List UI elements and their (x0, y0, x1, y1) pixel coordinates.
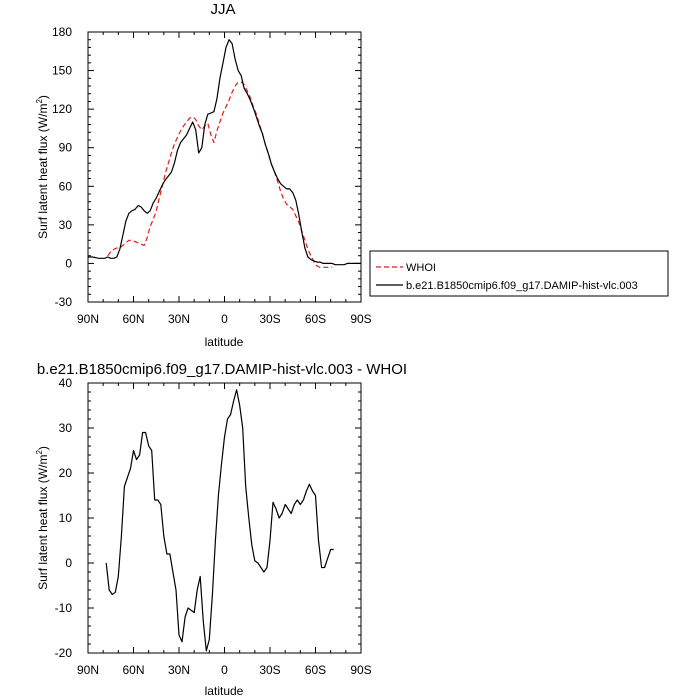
bottom-chart-title: b.e21.B1850cmip6.f09_g17.DAMIP-hist-vlc.… (37, 361, 407, 378)
bottom-x-tick-label: 90N (77, 663, 99, 677)
bottom-y-tick-label: 20 (59, 466, 73, 480)
bottom-x-tick-label: 60N (122, 663, 144, 677)
top-x-tick-label: 90N (77, 312, 99, 326)
bottom-axis-ticks (87, 382, 362, 654)
bottom-y-axis-label-close: ) (36, 446, 50, 450)
top-plot-frame (87, 31, 362, 303)
bottom-y-axis-label: Surf latent heat flux (W/m2) (35, 446, 50, 590)
top-series-lines (88, 39, 361, 268)
panel-top-chart: JJA 90N 60N 30N 0 30S 60S 90S -30 0 30 60 90 120 150… (35, 1, 669, 349)
bottom-series-line-model (105, 389, 334, 652)
top-chart-title: JJA (210, 1, 235, 18)
top-y-tick-label: 60 (59, 179, 73, 193)
bottom-y-tick-label: 10 (59, 511, 73, 525)
top-x-tick-label: 60S (305, 312, 326, 326)
top-y-tick-label: 0 (65, 256, 72, 270)
top-x-tick-label: 0 (221, 312, 228, 326)
top-x-tick-label: 90S (350, 312, 371, 326)
top-axis-ticks (87, 31, 362, 303)
top-y-tick-label: 90 (59, 141, 73, 155)
top-x-axis-label: latitude (205, 335, 244, 349)
top-series-line-model (88, 39, 361, 266)
bottom-y-tick-label: -10 (55, 601, 73, 615)
legend-label-model: b.e21.B1850cmip6.f09_g17.DAMIP-hist-vlc.… (406, 280, 638, 292)
bottom-y-axis-label-main: Surf latent heat flux (W/m (36, 455, 50, 590)
bottom-y-tick-labels: -20 -10 0 10 20 30 40 (55, 376, 73, 660)
bottom-y-tick-label: 30 (59, 421, 73, 435)
bottom-x-axis-label: latitude (205, 684, 244, 698)
top-x-tick-label: 30N (168, 312, 190, 326)
top-chart-legend: WHOI b.e21.B1850cmip6.f09_g17.DAMIP-hist… (369, 250, 669, 297)
top-y-axis-label-main: Surf latent heat flux (W/m (36, 104, 50, 239)
bottom-y-tick-label: 40 (59, 376, 73, 390)
panel-bottom-chart: b.e21.B1850cmip6.f09_g17.DAMIP-hist-vlc.… (35, 361, 407, 698)
bottom-x-tick-label: 90S (350, 663, 371, 677)
bottom-x-tick-labels: 90N 60N 30N 0 30S 60S 90S (77, 663, 372, 677)
bottom-y-axis-label-superscript: 2 (35, 450, 44, 455)
top-y-tick-label: 150 (52, 64, 72, 78)
bottom-x-tick-label: 0 (221, 663, 228, 677)
legend-box (369, 250, 669, 297)
bottom-x-tick-label: 60S (305, 663, 326, 677)
top-y-tick-label: 30 (59, 218, 73, 232)
bottom-series-lines (105, 389, 334, 652)
top-series-line-whoi (107, 81, 333, 268)
bottom-x-tick-label: 30S (259, 663, 280, 677)
top-y-axis-label: Surf latent heat flux (W/m2) (35, 95, 50, 239)
top-y-axis-label-close: ) (36, 95, 50, 99)
legend-label-whoi: WHOI (406, 262, 436, 274)
top-x-tick-label: 30S (259, 312, 280, 326)
top-y-axis-label-superscript: 2 (35, 99, 44, 104)
top-y-tick-labels: -30 0 30 60 90 120 150 180 (52, 25, 72, 309)
bottom-y-tick-label: -20 (55, 646, 73, 660)
top-x-tick-labels: 90N 60N 30N 0 30S 60S 90S (77, 312, 372, 326)
bottom-x-tick-label: 30N (168, 663, 190, 677)
top-y-tick-label: 180 (52, 25, 72, 39)
top-y-tick-label: 120 (52, 102, 72, 116)
bottom-y-tick-label: 0 (65, 556, 72, 570)
bottom-plot-frame (87, 382, 362, 654)
top-x-tick-label: 60N (122, 312, 144, 326)
top-y-tick-label: -30 (55, 295, 73, 309)
